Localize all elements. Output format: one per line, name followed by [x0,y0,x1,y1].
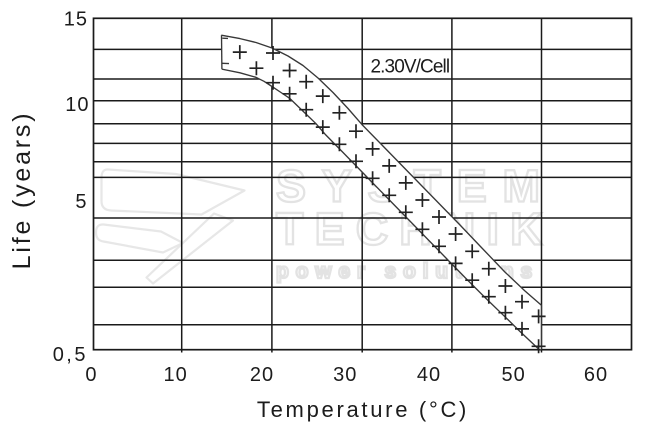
svg-text:15: 15 [64,9,88,31]
svg-text:0,5: 0,5 [53,344,88,366]
svg-text:5: 5 [75,191,87,213]
svg-text:20: 20 [250,364,274,386]
svg-text:50: 50 [501,364,525,386]
svg-text:Life (years): Life (years) [8,111,36,270]
svg-text:30: 30 [333,364,357,386]
svg-text:10: 10 [163,364,187,386]
svg-text:Temperature (°C): Temperature (°C) [257,397,469,422]
svg-text:60: 60 [584,364,608,386]
svg-text:10: 10 [65,94,89,116]
svg-text:2.30V/Cell: 2.30V/Cell [371,57,450,78]
svg-text:0: 0 [85,364,97,386]
svg-text:40: 40 [417,364,441,386]
